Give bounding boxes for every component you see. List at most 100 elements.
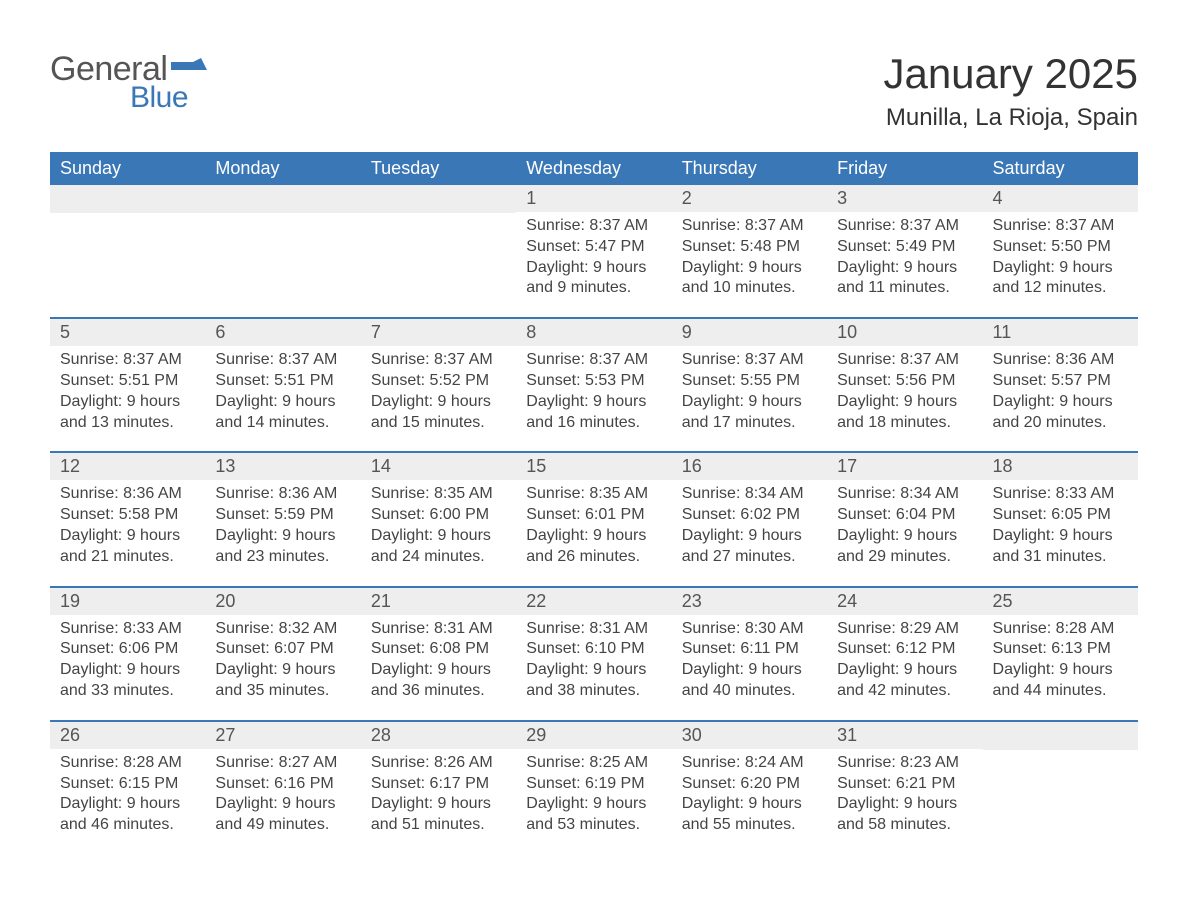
sunset-text: Sunset: 5:51 PM xyxy=(60,371,195,392)
day-cell xyxy=(361,185,516,317)
daylight-text: Daylight: 9 hours and 26 minutes. xyxy=(526,526,661,568)
day-number xyxy=(50,185,205,213)
sunset-text: Sunset: 5:47 PM xyxy=(526,237,661,258)
day-cell: 18Sunrise: 8:33 AMSunset: 6:05 PMDayligh… xyxy=(983,453,1138,585)
day-number: 9 xyxy=(672,319,827,346)
sunrise-text: Sunrise: 8:31 AM xyxy=(371,619,506,640)
sunrise-text: Sunrise: 8:37 AM xyxy=(60,350,195,371)
day-number xyxy=(983,722,1138,750)
daylight-text: Daylight: 9 hours and 14 minutes. xyxy=(215,392,350,434)
week-row: 12Sunrise: 8:36 AMSunset: 5:58 PMDayligh… xyxy=(50,451,1138,585)
day-cell: 10Sunrise: 8:37 AMSunset: 5:56 PMDayligh… xyxy=(827,319,982,451)
daylight-text: Daylight: 9 hours and 36 minutes. xyxy=(371,660,506,702)
sunset-text: Sunset: 6:02 PM xyxy=(682,505,817,526)
day-number: 4 xyxy=(983,185,1138,212)
day-number: 28 xyxy=(361,722,516,749)
day-number: 13 xyxy=(205,453,360,480)
daylight-text: Daylight: 9 hours and 46 minutes. xyxy=(60,794,195,836)
daylight-text: Daylight: 9 hours and 31 minutes. xyxy=(993,526,1128,568)
day-cell: 7Sunrise: 8:37 AMSunset: 5:52 PMDaylight… xyxy=(361,319,516,451)
daylight-text: Daylight: 9 hours and 20 minutes. xyxy=(993,392,1128,434)
sunrise-text: Sunrise: 8:26 AM xyxy=(371,753,506,774)
sunset-text: Sunset: 6:05 PM xyxy=(993,505,1128,526)
day-cell: 27Sunrise: 8:27 AMSunset: 6:16 PMDayligh… xyxy=(205,722,360,854)
day-cell: 29Sunrise: 8:25 AMSunset: 6:19 PMDayligh… xyxy=(516,722,671,854)
sunset-text: Sunset: 6:00 PM xyxy=(371,505,506,526)
day-number xyxy=(205,185,360,213)
day-number: 15 xyxy=(516,453,671,480)
day-header: Saturday xyxy=(983,152,1138,185)
sunset-text: Sunset: 6:15 PM xyxy=(60,774,195,795)
weeks-container: 1Sunrise: 8:37 AMSunset: 5:47 PMDaylight… xyxy=(50,185,1138,854)
day-content: Sunrise: 8:33 AMSunset: 6:05 PMDaylight:… xyxy=(983,480,1138,567)
day-content: Sunrise: 8:28 AMSunset: 6:13 PMDaylight:… xyxy=(983,615,1138,702)
daylight-text: Daylight: 9 hours and 15 minutes. xyxy=(371,392,506,434)
day-cell: 13Sunrise: 8:36 AMSunset: 5:59 PMDayligh… xyxy=(205,453,360,585)
sunrise-text: Sunrise: 8:33 AM xyxy=(993,484,1128,505)
day-cell: 9Sunrise: 8:37 AMSunset: 5:55 PMDaylight… xyxy=(672,319,827,451)
sunrise-text: Sunrise: 8:34 AM xyxy=(682,484,817,505)
day-cell: 22Sunrise: 8:31 AMSunset: 6:10 PMDayligh… xyxy=(516,588,671,720)
sunset-text: Sunset: 6:13 PM xyxy=(993,639,1128,660)
logo: General Blue xyxy=(50,50,207,115)
day-number: 29 xyxy=(516,722,671,749)
sunset-text: Sunset: 5:52 PM xyxy=(371,371,506,392)
day-cell: 6Sunrise: 8:37 AMSunset: 5:51 PMDaylight… xyxy=(205,319,360,451)
day-number: 14 xyxy=(361,453,516,480)
sunrise-text: Sunrise: 8:37 AM xyxy=(993,216,1128,237)
day-header: Monday xyxy=(205,152,360,185)
day-content: Sunrise: 8:28 AMSunset: 6:15 PMDaylight:… xyxy=(50,749,205,836)
sunset-text: Sunset: 6:21 PM xyxy=(837,774,972,795)
day-content: Sunrise: 8:31 AMSunset: 6:10 PMDaylight:… xyxy=(516,615,671,702)
sunset-text: Sunset: 5:56 PM xyxy=(837,371,972,392)
day-content: Sunrise: 8:34 AMSunset: 6:02 PMDaylight:… xyxy=(672,480,827,567)
sunrise-text: Sunrise: 8:34 AM xyxy=(837,484,972,505)
day-number: 26 xyxy=(50,722,205,749)
daylight-text: Daylight: 9 hours and 40 minutes. xyxy=(682,660,817,702)
sunset-text: Sunset: 5:48 PM xyxy=(682,237,817,258)
day-number: 10 xyxy=(827,319,982,346)
week-row: 5Sunrise: 8:37 AMSunset: 5:51 PMDaylight… xyxy=(50,317,1138,451)
day-content: Sunrise: 8:30 AMSunset: 6:11 PMDaylight:… xyxy=(672,615,827,702)
sunrise-text: Sunrise: 8:27 AM xyxy=(215,753,350,774)
day-header: Tuesday xyxy=(361,152,516,185)
sunset-text: Sunset: 6:04 PM xyxy=(837,505,972,526)
week-row: 26Sunrise: 8:28 AMSunset: 6:15 PMDayligh… xyxy=(50,720,1138,854)
day-content: Sunrise: 8:37 AMSunset: 5:48 PMDaylight:… xyxy=(672,212,827,299)
day-content: Sunrise: 8:35 AMSunset: 6:01 PMDaylight:… xyxy=(516,480,671,567)
day-content: Sunrise: 8:37 AMSunset: 5:49 PMDaylight:… xyxy=(827,212,982,299)
daylight-text: Daylight: 9 hours and 35 minutes. xyxy=(215,660,350,702)
sunset-text: Sunset: 5:58 PM xyxy=(60,505,195,526)
daylight-text: Daylight: 9 hours and 38 minutes. xyxy=(526,660,661,702)
daylight-text: Daylight: 9 hours and 16 minutes. xyxy=(526,392,661,434)
day-number: 5 xyxy=(50,319,205,346)
day-cell xyxy=(50,185,205,317)
sunset-text: Sunset: 5:51 PM xyxy=(215,371,350,392)
day-content: Sunrise: 8:37 AMSunset: 5:50 PMDaylight:… xyxy=(983,212,1138,299)
day-cell: 25Sunrise: 8:28 AMSunset: 6:13 PMDayligh… xyxy=(983,588,1138,720)
sunrise-text: Sunrise: 8:37 AM xyxy=(371,350,506,371)
daylight-text: Daylight: 9 hours and 53 minutes. xyxy=(526,794,661,836)
sunset-text: Sunset: 6:06 PM xyxy=(60,639,195,660)
day-number: 8 xyxy=(516,319,671,346)
sunrise-text: Sunrise: 8:37 AM xyxy=(682,216,817,237)
day-cell: 21Sunrise: 8:31 AMSunset: 6:08 PMDayligh… xyxy=(361,588,516,720)
sunrise-text: Sunrise: 8:24 AM xyxy=(682,753,817,774)
day-number: 23 xyxy=(672,588,827,615)
sunset-text: Sunset: 6:08 PM xyxy=(371,639,506,660)
day-cell: 2Sunrise: 8:37 AMSunset: 5:48 PMDaylight… xyxy=(672,185,827,317)
day-cell: 3Sunrise: 8:37 AMSunset: 5:49 PMDaylight… xyxy=(827,185,982,317)
day-content: Sunrise: 8:23 AMSunset: 6:21 PMDaylight:… xyxy=(827,749,982,836)
title-block: January 2025 Munilla, La Rioja, Spain xyxy=(883,50,1138,132)
daylight-text: Daylight: 9 hours and 17 minutes. xyxy=(682,392,817,434)
day-content: Sunrise: 8:37 AMSunset: 5:47 PMDaylight:… xyxy=(516,212,671,299)
sunset-text: Sunset: 6:20 PM xyxy=(682,774,817,795)
sunrise-text: Sunrise: 8:23 AM xyxy=(837,753,972,774)
day-number: 18 xyxy=(983,453,1138,480)
day-number: 20 xyxy=(205,588,360,615)
day-content: Sunrise: 8:37 AMSunset: 5:51 PMDaylight:… xyxy=(205,346,360,433)
day-number xyxy=(361,185,516,213)
day-content: Sunrise: 8:25 AMSunset: 6:19 PMDaylight:… xyxy=(516,749,671,836)
day-content: Sunrise: 8:33 AMSunset: 6:06 PMDaylight:… xyxy=(50,615,205,702)
day-number: 27 xyxy=(205,722,360,749)
